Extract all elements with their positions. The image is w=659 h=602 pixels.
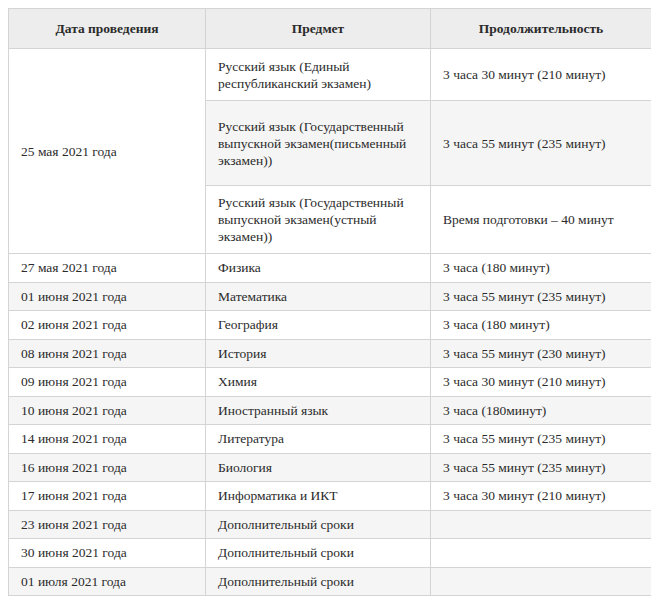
column-header-duration: Продолжительность bbox=[431, 9, 652, 49]
column-header-subject: Предмет bbox=[206, 9, 431, 49]
subject-cell: Литература bbox=[206, 425, 431, 454]
subject-cell: История bbox=[206, 339, 431, 368]
subject-cell: Русский язык (Государственный выпускной … bbox=[206, 186, 431, 254]
duration-cell: 3 часа 30 минут (210 минут) bbox=[431, 482, 652, 511]
duration-cell: 3 часа (180 минут) bbox=[431, 254, 652, 283]
subject-cell: Математика bbox=[206, 282, 431, 311]
table-row: 25 мая 2021 года Русский язык (Единый ре… bbox=[9, 49, 652, 101]
subject-cell: Иностранный язык bbox=[206, 396, 431, 425]
duration-cell: 3 часа 55 минут (235 минут) bbox=[431, 101, 652, 186]
table-row: 08 июня 2021 года История 3 часа 55 мину… bbox=[9, 339, 652, 368]
duration-cell: 3 часа 55 минут (235 минут) bbox=[431, 425, 652, 454]
column-header-date: Дата проведения bbox=[9, 9, 206, 49]
date-cell: 10 июня 2021 года bbox=[9, 396, 206, 425]
subject-cell: Дополнительный сроки bbox=[206, 567, 431, 596]
subject-cell: Физика bbox=[206, 254, 431, 283]
date-cell: 25 мая 2021 года bbox=[9, 49, 206, 254]
table-row: 09 июня 2021 года Химия 3 часа 30 минут … bbox=[9, 368, 652, 397]
duration-cell: 3 часа (180минут) bbox=[431, 396, 652, 425]
duration-cell: 3 часа 30 минут (210 минут) bbox=[431, 368, 652, 397]
table-row: 10 июня 2021 года Иностранный язык 3 час… bbox=[9, 396, 652, 425]
table-row: 01 июля 2021 года Дополнительный сроки bbox=[9, 567, 652, 596]
table-header-row: Дата проведения Предмет Продолжительност… bbox=[9, 9, 652, 49]
table-row: 14 июня 2021 года Литература 3 часа 55 м… bbox=[9, 425, 652, 454]
subject-cell: География bbox=[206, 311, 431, 340]
date-cell: 08 июня 2021 года bbox=[9, 339, 206, 368]
subject-cell: Дополнительный сроки bbox=[206, 539, 431, 568]
duration-cell: 3 часа 55 минут (230 минут) bbox=[431, 339, 652, 368]
table-row: 02 июня 2021 года География 3 часа (180 … bbox=[9, 311, 652, 340]
duration-cell bbox=[431, 567, 652, 596]
date-cell: 02 июня 2021 года bbox=[9, 311, 206, 340]
date-cell: 09 июня 2021 года bbox=[9, 368, 206, 397]
subject-cell: Русский язык (Единый республиканский экз… bbox=[206, 49, 431, 101]
duration-cell bbox=[431, 510, 652, 539]
date-cell: 16 июня 2021 года bbox=[9, 453, 206, 482]
table-row: 23 июня 2021 года Дополнительный сроки bbox=[9, 510, 652, 539]
duration-cell: 3 часа (180 минут) bbox=[431, 311, 652, 340]
table-row: 27 мая 2021 года Физика 3 часа (180 мину… bbox=[9, 254, 652, 283]
subject-cell: Информатика и ИКТ bbox=[206, 482, 431, 511]
date-cell: 01 июня 2021 года bbox=[9, 282, 206, 311]
subject-cell: Биология bbox=[206, 453, 431, 482]
table-row: 01 июня 2021 года Математика 3 часа 55 м… bbox=[9, 282, 652, 311]
date-cell: 14 июня 2021 года bbox=[9, 425, 206, 454]
table-row: 16 июня 2021 года Биология 3 часа 55 мин… bbox=[9, 453, 652, 482]
exam-schedule-table: Дата проведения Предмет Продолжительност… bbox=[8, 8, 651, 596]
duration-cell: 3 часа 30 минут (210 минут) bbox=[431, 49, 652, 101]
duration-cell bbox=[431, 539, 652, 568]
duration-cell: 3 часа 55 минут (235 минут) bbox=[431, 282, 652, 311]
date-cell: 23 июня 2021 года bbox=[9, 510, 206, 539]
table-row: 30 июня 2021 года Дополнительный сроки bbox=[9, 539, 652, 568]
date-cell: 17 июня 2021 года bbox=[9, 482, 206, 511]
table-row: 17 июня 2021 года Информатика и ИКТ 3 ча… bbox=[9, 482, 652, 511]
subject-cell: Дополнительный сроки bbox=[206, 510, 431, 539]
duration-cell: 3 часа 55 минут (235 минут) bbox=[431, 453, 652, 482]
date-cell: 30 июня 2021 года bbox=[9, 539, 206, 568]
subject-cell: Русский язык (Государственный выпускной … bbox=[206, 101, 431, 186]
date-cell: 01 июля 2021 года bbox=[9, 567, 206, 596]
subject-cell: Химия bbox=[206, 368, 431, 397]
duration-cell: Время подготовки – 40 минут bbox=[431, 186, 652, 254]
date-cell: 27 мая 2021 года bbox=[9, 254, 206, 283]
